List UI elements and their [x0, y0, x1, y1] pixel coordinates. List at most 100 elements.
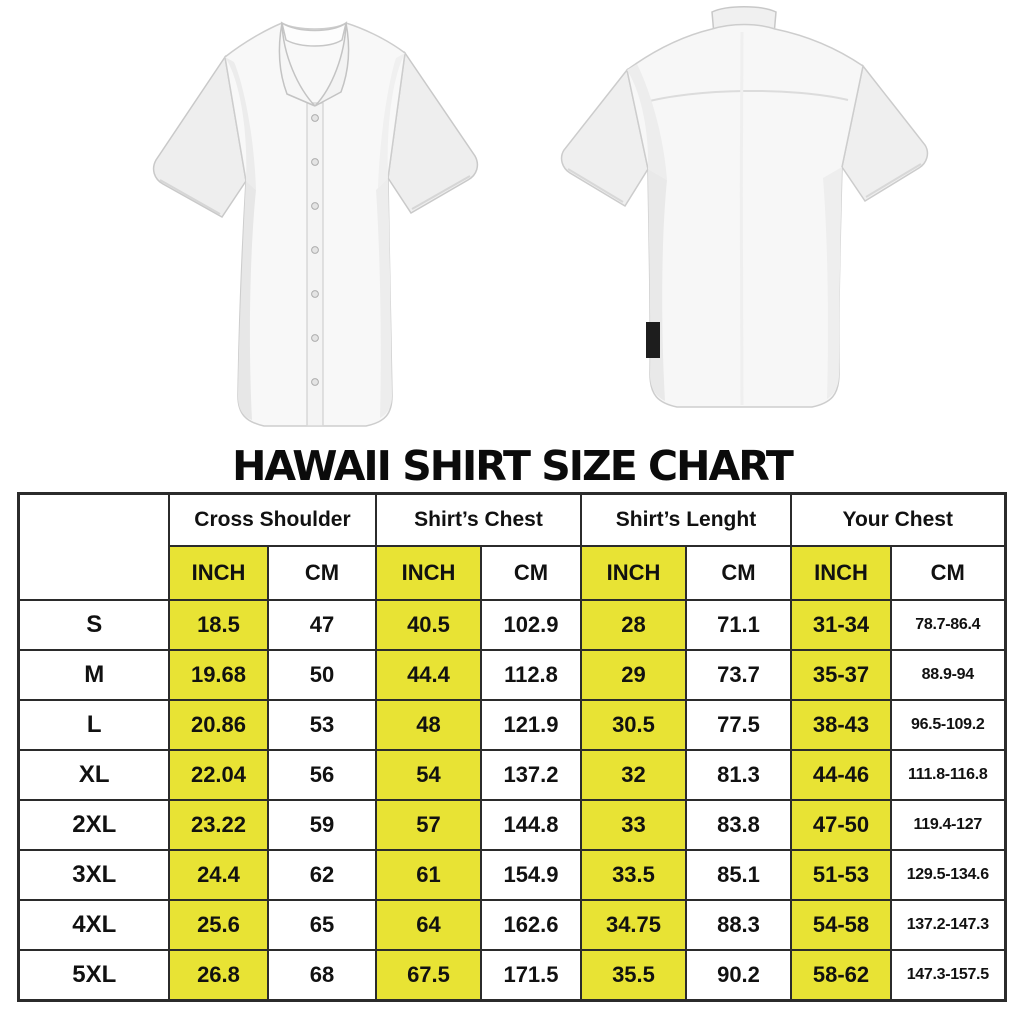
- value-cell: 44.4: [374, 649, 482, 701]
- unit-header-inch: INCH: [579, 545, 687, 601]
- value-cell: 33.5: [579, 849, 687, 901]
- page-title: HAWAII SHIRT SIZE CHART: [232, 442, 794, 490]
- unit-header-cm: CM: [266, 545, 377, 601]
- value-cell: 64: [374, 899, 482, 951]
- unit-header-inch: INCH: [374, 545, 482, 601]
- unit-header-inch: INCH: [790, 545, 892, 601]
- value-cell: 61: [374, 849, 482, 901]
- table-row-5xl: 5XL 26.8 68 67.5 171.5 35.5 90.2 58-62 1…: [17, 949, 1006, 1001]
- size-label: M: [17, 649, 170, 701]
- value-cell: 44-46: [790, 749, 892, 801]
- value-cell: 23.22: [167, 799, 269, 851]
- value-cell: 102.9: [479, 599, 582, 651]
- value-cell: 28: [579, 599, 687, 651]
- group-header-your-chest: Your Chest: [790, 492, 1006, 547]
- value-cell: 31-34: [790, 599, 892, 651]
- value-cell: 90.2: [684, 949, 793, 1001]
- value-cell: 81.3: [684, 749, 793, 801]
- value-cell: 65: [266, 899, 377, 951]
- value-cell: 50: [266, 649, 377, 701]
- value-cell: 40.5: [374, 599, 482, 651]
- table-row-m: M 19.68 50 44.4 112.8 29 73.7 35-37 88.9…: [17, 649, 1006, 701]
- value-cell: 88.9-94: [890, 649, 1006, 701]
- value-cell: 77.5: [684, 699, 793, 751]
- group-header-cross-shoulder: Cross Shoulder: [167, 492, 377, 547]
- table-row-xl: XL 22.04 56 54 137.2 32 81.3 44-46 111.8…: [17, 749, 1006, 801]
- value-cell: 18.5: [167, 599, 269, 651]
- size-chart-table: Cross Shoulder Shirt’s Chest Shirt’s Len…: [17, 492, 1007, 1002]
- value-cell: 24.4: [167, 849, 269, 901]
- table-row-4xl: 4XL 25.6 65 64 162.6 34.75 88.3 54-58 13…: [17, 899, 1006, 951]
- value-cell: 26.8: [167, 949, 269, 1001]
- size-label: 4XL: [17, 899, 170, 951]
- value-cell: 71.1: [684, 599, 793, 651]
- size-label: 3XL: [17, 849, 170, 901]
- value-cell: 78.7-86.4: [890, 599, 1006, 651]
- value-cell: 32: [579, 749, 687, 801]
- value-cell: 154.9: [479, 849, 582, 901]
- value-cell: 47-50: [790, 799, 892, 851]
- value-cell: 137.2-147.3: [890, 899, 1006, 951]
- value-cell: 144.8: [479, 799, 582, 851]
- group-header-row: Cross Shoulder Shirt’s Chest Shirt’s Len…: [17, 492, 1006, 601]
- value-cell: 22.04: [167, 749, 269, 801]
- value-cell: 29: [579, 649, 687, 701]
- value-cell: 62: [266, 849, 377, 901]
- value-cell: 20.86: [167, 699, 269, 751]
- size-label: S: [17, 599, 170, 651]
- unit-header-inch: INCH: [167, 545, 269, 601]
- table-row-s: S 18.5 47 40.5 102.9 28 71.1 31-34 78.7-…: [17, 599, 1006, 651]
- shirt-back-image: [560, 6, 929, 408]
- value-cell: 54: [374, 749, 482, 801]
- value-cell: 171.5: [479, 949, 582, 1001]
- value-cell: 73.7: [684, 649, 793, 701]
- value-cell: 38-43: [790, 699, 892, 751]
- table-row-l: L 20.86 53 48 121.9 30.5 77.5 38-43 96.5…: [17, 699, 1006, 751]
- value-cell: 129.5-134.6: [890, 849, 1006, 901]
- unit-header-row: INCH CM INCH CM INCH CM INCH CM: [19, 545, 1006, 601]
- unit-header-cm: CM: [890, 545, 1006, 601]
- group-header-shirts-lenght: Shirt’s Lenght: [579, 492, 793, 547]
- value-cell: 162.6: [479, 899, 582, 951]
- value-cell: 119.4-127: [890, 799, 1006, 851]
- size-label: 5XL: [17, 949, 170, 1001]
- value-cell: 35-37: [790, 649, 892, 701]
- value-cell: 53: [266, 699, 377, 751]
- value-cell: 25.6: [167, 899, 269, 951]
- value-cell: 68: [266, 949, 377, 1001]
- value-cell: 111.8-116.8: [890, 749, 1006, 801]
- hem-tag: [646, 322, 660, 358]
- value-cell: 35.5: [579, 949, 687, 1001]
- size-label: L: [17, 699, 170, 751]
- value-cell: 56: [266, 749, 377, 801]
- value-cell: 137.2: [479, 749, 582, 801]
- value-cell: 59: [266, 799, 377, 851]
- corner-cell: [17, 492, 170, 601]
- unit-header-cm: CM: [684, 545, 793, 601]
- shirt-front-image: [152, 21, 479, 427]
- table-row-2xl: 2XL 23.22 59 57 144.8 33 83.8 47-50 119.…: [17, 799, 1006, 851]
- value-cell: 147.3-157.5: [890, 949, 1006, 1001]
- value-cell: 57: [374, 799, 482, 851]
- value-cell: 51-53: [790, 849, 892, 901]
- value-cell: 54-58: [790, 899, 892, 951]
- table-row-3xl: 3XL 24.4 62 61 154.9 33.5 85.1 51-53 129…: [17, 849, 1006, 901]
- size-label: 2XL: [17, 799, 170, 851]
- value-cell: 48: [374, 699, 482, 751]
- value-cell: 34.75: [579, 899, 687, 951]
- size-label: XL: [17, 749, 170, 801]
- value-cell: 67.5: [374, 949, 482, 1001]
- product-images-row: [0, 0, 1024, 440]
- value-cell: 30.5: [579, 699, 687, 751]
- unit-header-cm: CM: [479, 545, 582, 601]
- value-cell: 33: [579, 799, 687, 851]
- group-header-shirts-chest: Shirt’s Chest: [374, 492, 582, 547]
- value-cell: 85.1: [684, 849, 793, 901]
- value-cell: 88.3: [684, 899, 793, 951]
- value-cell: 112.8: [479, 649, 582, 701]
- value-cell: 19.68: [167, 649, 269, 701]
- value-cell: 83.8: [684, 799, 793, 851]
- value-cell: 96.5-109.2: [890, 699, 1006, 751]
- value-cell: 58-62: [790, 949, 892, 1001]
- value-cell: 121.9: [479, 699, 582, 751]
